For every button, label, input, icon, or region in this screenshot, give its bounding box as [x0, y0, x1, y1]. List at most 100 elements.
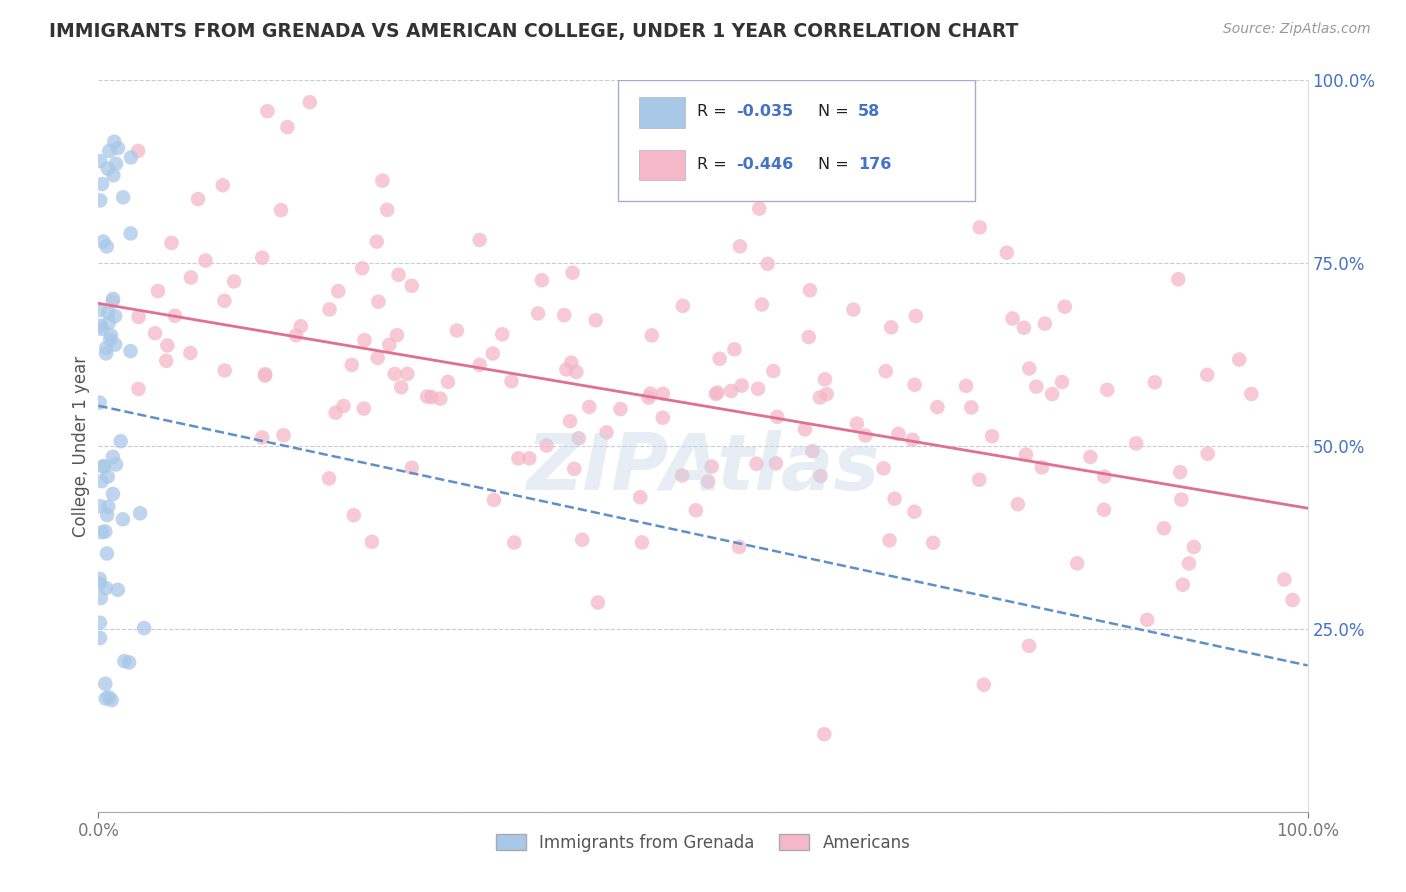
- Point: [762, 364, 785, 378]
- Point: [104, 337, 127, 351]
- Point: [94, 346, 117, 360]
- Point: [1240, 387, 1263, 401]
- Point: [468, 358, 491, 372]
- Point: [94, 677, 117, 691]
- Text: -0.035: -0.035: [735, 104, 793, 120]
- Point: [558, 414, 581, 428]
- Point: [704, 387, 727, 401]
- Point: [1171, 577, 1194, 591]
- Point: [128, 310, 150, 324]
- Point: [367, 351, 389, 365]
- Point: [298, 95, 321, 110]
- Point: [325, 406, 347, 420]
- Point: [842, 302, 865, 317]
- Point: [748, 202, 770, 216]
- Point: [903, 505, 925, 519]
- Point: [609, 402, 631, 417]
- Point: [366, 235, 388, 249]
- Point: [728, 540, 751, 554]
- Point: [813, 727, 835, 741]
- Point: [180, 270, 202, 285]
- Point: [503, 535, 526, 549]
- Point: [284, 328, 307, 343]
- Point: [101, 487, 124, 501]
- Point: [146, 284, 169, 298]
- Point: [163, 309, 186, 323]
- Point: [1197, 368, 1219, 382]
- Point: [960, 401, 983, 415]
- Point: [1066, 557, 1088, 571]
- Point: [766, 409, 789, 424]
- Point: [879, 533, 901, 548]
- Point: [104, 157, 127, 171]
- Point: [1007, 497, 1029, 511]
- Point: [845, 417, 868, 431]
- Point: [880, 320, 903, 334]
- Point: [194, 253, 217, 268]
- Point: [1001, 311, 1024, 326]
- Point: [105, 458, 128, 472]
- Point: [273, 428, 295, 442]
- Point: [318, 302, 340, 317]
- Point: [270, 203, 292, 218]
- Point: [745, 457, 768, 471]
- Legend: Immigrants from Grenada, Americans: Immigrants from Grenada, Americans: [489, 827, 917, 858]
- Point: [1018, 361, 1040, 376]
- Point: [501, 374, 523, 388]
- Text: 176: 176: [858, 157, 891, 172]
- Point: [706, 385, 728, 400]
- Point: [1153, 521, 1175, 535]
- Point: [90, 591, 112, 606]
- Text: Source: ZipAtlas.com: Source: ZipAtlas.com: [1223, 22, 1371, 37]
- Point: [90, 474, 112, 488]
- Point: [96, 341, 118, 355]
- Text: 58: 58: [858, 104, 880, 120]
- Point: [214, 293, 236, 308]
- Point: [160, 235, 183, 250]
- Point: [637, 391, 659, 405]
- Point: [651, 386, 673, 401]
- Point: [401, 278, 423, 293]
- Point: [89, 615, 111, 630]
- Point: [101, 450, 124, 464]
- Point: [720, 384, 742, 398]
- Point: [555, 362, 578, 376]
- Point: [179, 346, 201, 360]
- Point: [1178, 557, 1201, 571]
- Point: [955, 379, 977, 393]
- Point: [96, 547, 118, 561]
- Point: [562, 462, 585, 476]
- Point: [446, 324, 468, 338]
- Point: [969, 220, 991, 235]
- Point: [1281, 593, 1303, 607]
- Point: [252, 251, 274, 265]
- Point: [765, 456, 787, 470]
- Point: [290, 319, 312, 334]
- Text: IMMIGRANTS FROM GRENADA VS AMERICAN COLLEGE, UNDER 1 YEAR CORRELATION CHART: IMMIGRANTS FROM GRENADA VS AMERICAN COLL…: [49, 22, 1018, 41]
- Point: [420, 390, 443, 404]
- Point: [328, 284, 350, 298]
- Point: [530, 273, 553, 287]
- Point: [401, 460, 423, 475]
- Point: [91, 235, 114, 249]
- Point: [256, 104, 278, 119]
- Point: [211, 178, 233, 193]
- Point: [628, 490, 651, 504]
- Point: [89, 631, 111, 645]
- Point: [595, 425, 617, 440]
- Point: [1143, 376, 1166, 390]
- Text: -0.446: -0.446: [735, 157, 793, 172]
- Point: [995, 245, 1018, 260]
- Point: [855, 428, 877, 442]
- Point: [96, 508, 118, 522]
- Point: [560, 356, 582, 370]
- Point: [568, 431, 591, 445]
- Y-axis label: College, Under 1 year: College, Under 1 year: [72, 355, 90, 537]
- Point: [318, 471, 340, 485]
- Point: [90, 525, 112, 540]
- Point: [794, 422, 817, 436]
- Point: [89, 499, 111, 513]
- Point: [94, 691, 117, 706]
- Point: [89, 303, 111, 318]
- Point: [110, 434, 132, 449]
